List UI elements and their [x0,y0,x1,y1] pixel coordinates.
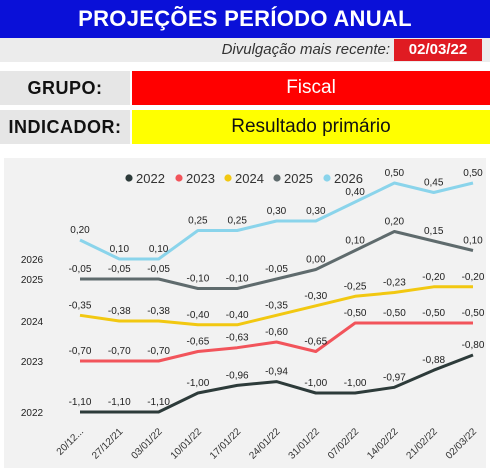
x-tick-label: 07/02/22 [326,426,362,462]
data-label-2024: -0,30 [304,291,327,302]
x-tick-label: 17/01/22 [208,426,244,462]
grupo-slicer[interactable]: Fiscal [132,71,490,105]
data-label-2026: 0,40 [345,187,365,198]
series-row-label-2024: 2024 [21,317,44,328]
data-label-2025: 0,15 [424,226,444,237]
legend-label-2026: 2026 [334,171,363,186]
data-label-2026: 0,10 [149,244,169,255]
data-label-2024: -0,38 [147,306,170,317]
divulgacao-bar: Divulgação mais recente: 02/03/22 [0,38,490,62]
data-label-2023: -0,65 [304,337,327,348]
series-line-2024 [79,285,473,327]
data-label-2022: -1,00 [187,378,210,389]
divulgacao-label: Divulgação mais recente: [221,41,390,58]
series-row-label-2026: 2026 [21,255,44,266]
data-label-2023: -0,50 [422,308,445,319]
x-tick-label: 24/01/22 [247,426,283,462]
x-tick-label: 27/12/21 [90,426,126,462]
data-label-2025: -0,10 [226,274,249,285]
data-label-2024: -0,35 [69,300,92,311]
legend-marker-2023 [175,174,183,182]
data-label-2024: -0,40 [226,310,249,321]
series-line-2025 [80,230,474,290]
legend-label-2023: 2023 [186,171,215,186]
page-title: PROJEÇÕES PERÍODO ANUAL [0,0,490,38]
data-label-2024: -0,20 [462,272,485,283]
legend-label-2022: 2022 [136,171,165,186]
data-label-2026: 0,30 [267,206,287,217]
data-label-2025: -0,05 [69,264,92,275]
legend-marker-2026 [323,174,331,182]
legend-marker-2024 [224,174,232,182]
legend-marker-2022 [125,174,133,182]
data-label-2025: -0,10 [187,274,210,285]
series-line-2026 [79,181,474,261]
indicador-label: INDICADOR: [0,110,130,144]
chart-panel: 2022 2023 2024 2025 2026 2022 -1,10 -1,10 -1,10 -… [4,158,486,468]
data-label-2025: -0,05 [108,264,131,275]
x-tick-label: 21/02/22 [405,426,441,462]
data-label-2022: -1,00 [344,378,367,389]
data-label-2022: -0,80 [462,340,485,351]
series-row-label-2025: 2025 [21,275,44,286]
series-line-2023 [80,321,473,363]
data-label-2024: -0,40 [187,310,210,321]
series-row-label-2022: 2022 [21,408,44,419]
data-label-2023: -0,70 [147,346,170,357]
data-label-2022: -0,88 [422,355,445,366]
data-label-2022: -0,97 [383,372,406,383]
data-label-2026: 0,20 [70,225,90,236]
x-tick-label: 03/01/22 [129,426,165,462]
data-label-2025: 0,10 [463,236,483,247]
data-label-2025: 0,10 [345,236,365,247]
data-label-2026: 0,10 [110,244,130,255]
data-label-2025: 0,00 [306,255,326,266]
legend-label-2024: 2024 [235,171,264,186]
data-label-2022: -1,10 [69,397,92,408]
x-tick-label: 31/01/22 [287,426,323,462]
line-chart: 2022 2023 2024 2025 2026 2022 -1,10 -1,10 -1,10 -… [21,168,485,462]
x-tick-label: 10/01/22 [169,426,205,462]
data-label-2022: -1,10 [147,397,170,408]
data-label-2023: -0,50 [462,308,485,319]
data-label-2024: -0,25 [344,281,367,292]
data-label-2023: -0,50 [344,308,367,319]
divulgacao-date-badge: 02/03/22 [394,39,482,61]
data-label-2024: -0,38 [108,306,131,317]
data-label-2026: 0,25 [227,216,247,227]
data-label-2023: -0,70 [69,346,92,357]
data-label-2026: 0,25 [188,216,208,227]
data-label-2022: -1,10 [108,397,131,408]
x-tick-label: 20/12... [55,426,86,457]
data-label-2026: 0,50 [463,168,483,179]
data-label-2025: -0,05 [265,264,288,275]
legend-marker-2025 [273,174,281,182]
data-label-2022: -0,96 [226,370,249,381]
data-label-2025: 0,20 [385,217,405,228]
data-label-2024: -0,23 [383,278,406,289]
x-tick-label: 14/02/22 [365,426,401,462]
indicador-slicer[interactable]: Resultado primário [132,110,490,144]
data-label-2022: -0,94 [265,367,288,378]
data-label-2023: -0,63 [226,333,249,344]
data-label-2024: -0,20 [422,272,445,283]
data-label-2023: -0,50 [383,308,406,319]
data-label-2023: -0,65 [187,337,210,348]
data-label-2026: 0,45 [424,178,444,189]
data-label-2026: 0,30 [306,206,326,217]
series-line-2022 [80,353,474,414]
data-label-2025: -0,05 [147,264,170,275]
data-label-2024: -0,35 [265,300,288,311]
x-tick-label: 02/03/22 [444,426,480,462]
legend-label-2025: 2025 [284,171,313,186]
data-label-2023: -0,60 [265,327,288,338]
data-label-2026: 0,50 [385,168,405,179]
data-label-2022: -1,00 [304,378,327,389]
series-row-label-2023: 2023 [21,357,44,368]
data-label-2023: -0,70 [108,346,131,357]
grupo-label: GRUPO: [0,71,130,105]
